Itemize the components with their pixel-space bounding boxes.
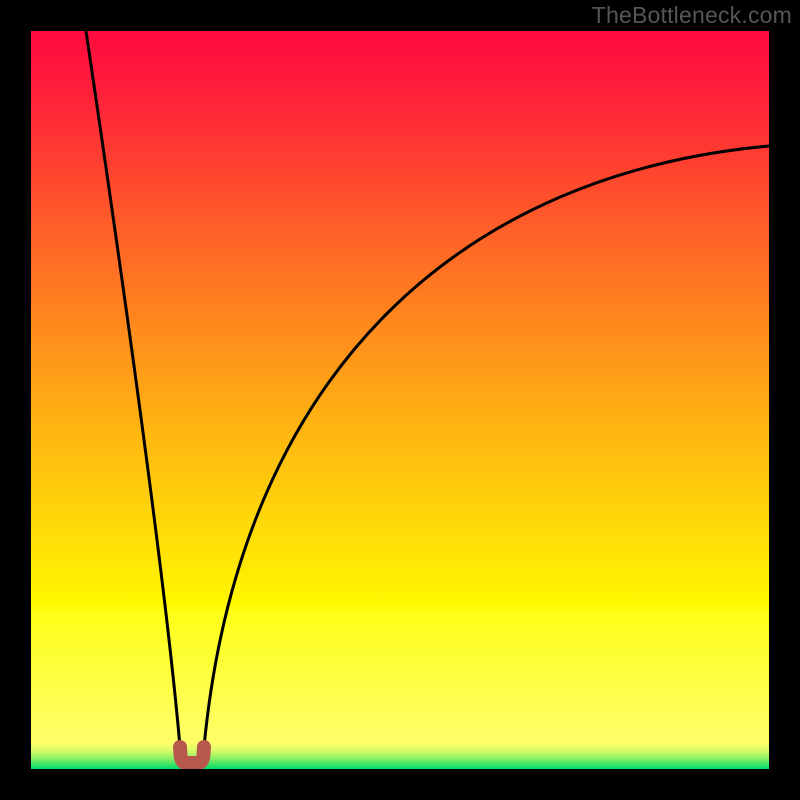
plot-area — [31, 31, 769, 769]
figure: TheBottleneck.com — [0, 0, 800, 800]
gradient-background — [31, 31, 769, 769]
watermark-text: TheBottleneck.com — [592, 2, 792, 29]
